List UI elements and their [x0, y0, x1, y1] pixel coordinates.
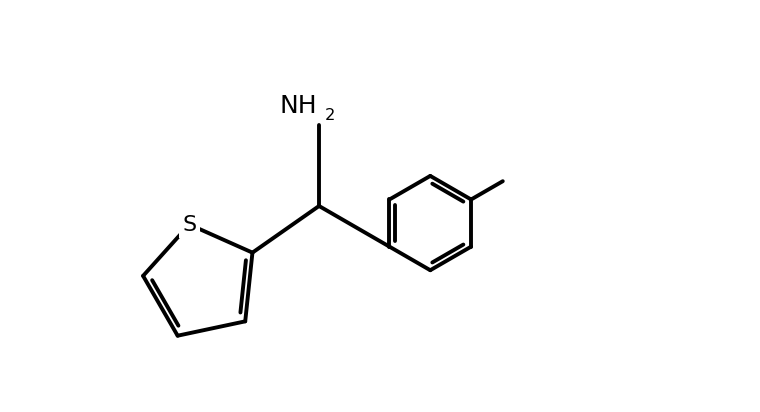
Text: NH: NH: [280, 94, 318, 118]
Text: S: S: [182, 215, 196, 234]
Text: NH₂: NH₂: [295, 94, 343, 118]
Text: 2: 2: [325, 108, 335, 123]
